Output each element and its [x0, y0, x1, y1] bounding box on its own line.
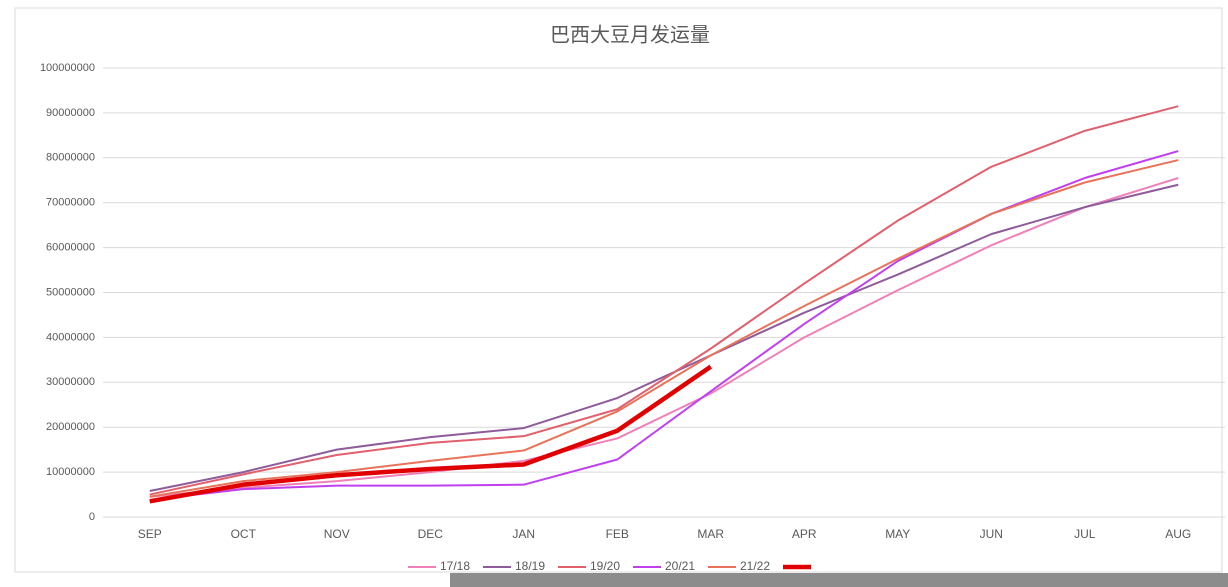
- legend-label: 20/21: [665, 559, 695, 573]
- series-line: [149, 159, 1179, 498]
- x-tick-label: SEP: [138, 527, 162, 541]
- y-tick-label: 10000000: [46, 466, 95, 478]
- series-line: [149, 364, 713, 504]
- y-tick-label: 30000000: [46, 376, 95, 388]
- y-tick-label: 90000000: [46, 107, 95, 119]
- legend-label: 21/22: [740, 559, 770, 573]
- legend-label: 17/18: [440, 559, 470, 573]
- y-tick-label: 60000000: [46, 242, 95, 254]
- chart-title: 巴西大豆月发运量: [550, 23, 710, 46]
- legend-label: 19/20: [590, 559, 620, 573]
- x-tick-label: MAY: [885, 527, 910, 541]
- chart-frame: [14, 7, 1223, 573]
- y-tick-label: 70000000: [46, 197, 95, 209]
- bottom-strip: [450, 573, 1228, 587]
- y-tick-label: 50000000: [46, 286, 95, 298]
- x-tick-label: APR: [792, 527, 817, 541]
- series-line: [149, 105, 1179, 496]
- y-tick-label: 20000000: [46, 421, 95, 433]
- x-tick-label: OCT: [231, 527, 257, 541]
- x-tick-label: MAR: [697, 527, 724, 541]
- x-tick-label: FEB: [606, 527, 629, 541]
- series-line: [149, 177, 1179, 498]
- series-line: [149, 183, 1179, 492]
- y-tick-label: 40000000: [46, 331, 95, 343]
- x-tick-label: JAN: [512, 527, 535, 541]
- legend-label: 18/19: [515, 559, 545, 573]
- y-tick-label: 0: [89, 511, 95, 523]
- x-tick-label: NOV: [324, 527, 350, 541]
- y-tick-label: 100000000: [40, 62, 95, 74]
- x-tick-label: DEC: [418, 527, 444, 541]
- x-tick-label: JUN: [980, 527, 1003, 541]
- x-tick-label: AUG: [1165, 527, 1191, 541]
- y-tick-label: 80000000: [46, 152, 95, 164]
- x-tick-label: JUL: [1074, 527, 1096, 541]
